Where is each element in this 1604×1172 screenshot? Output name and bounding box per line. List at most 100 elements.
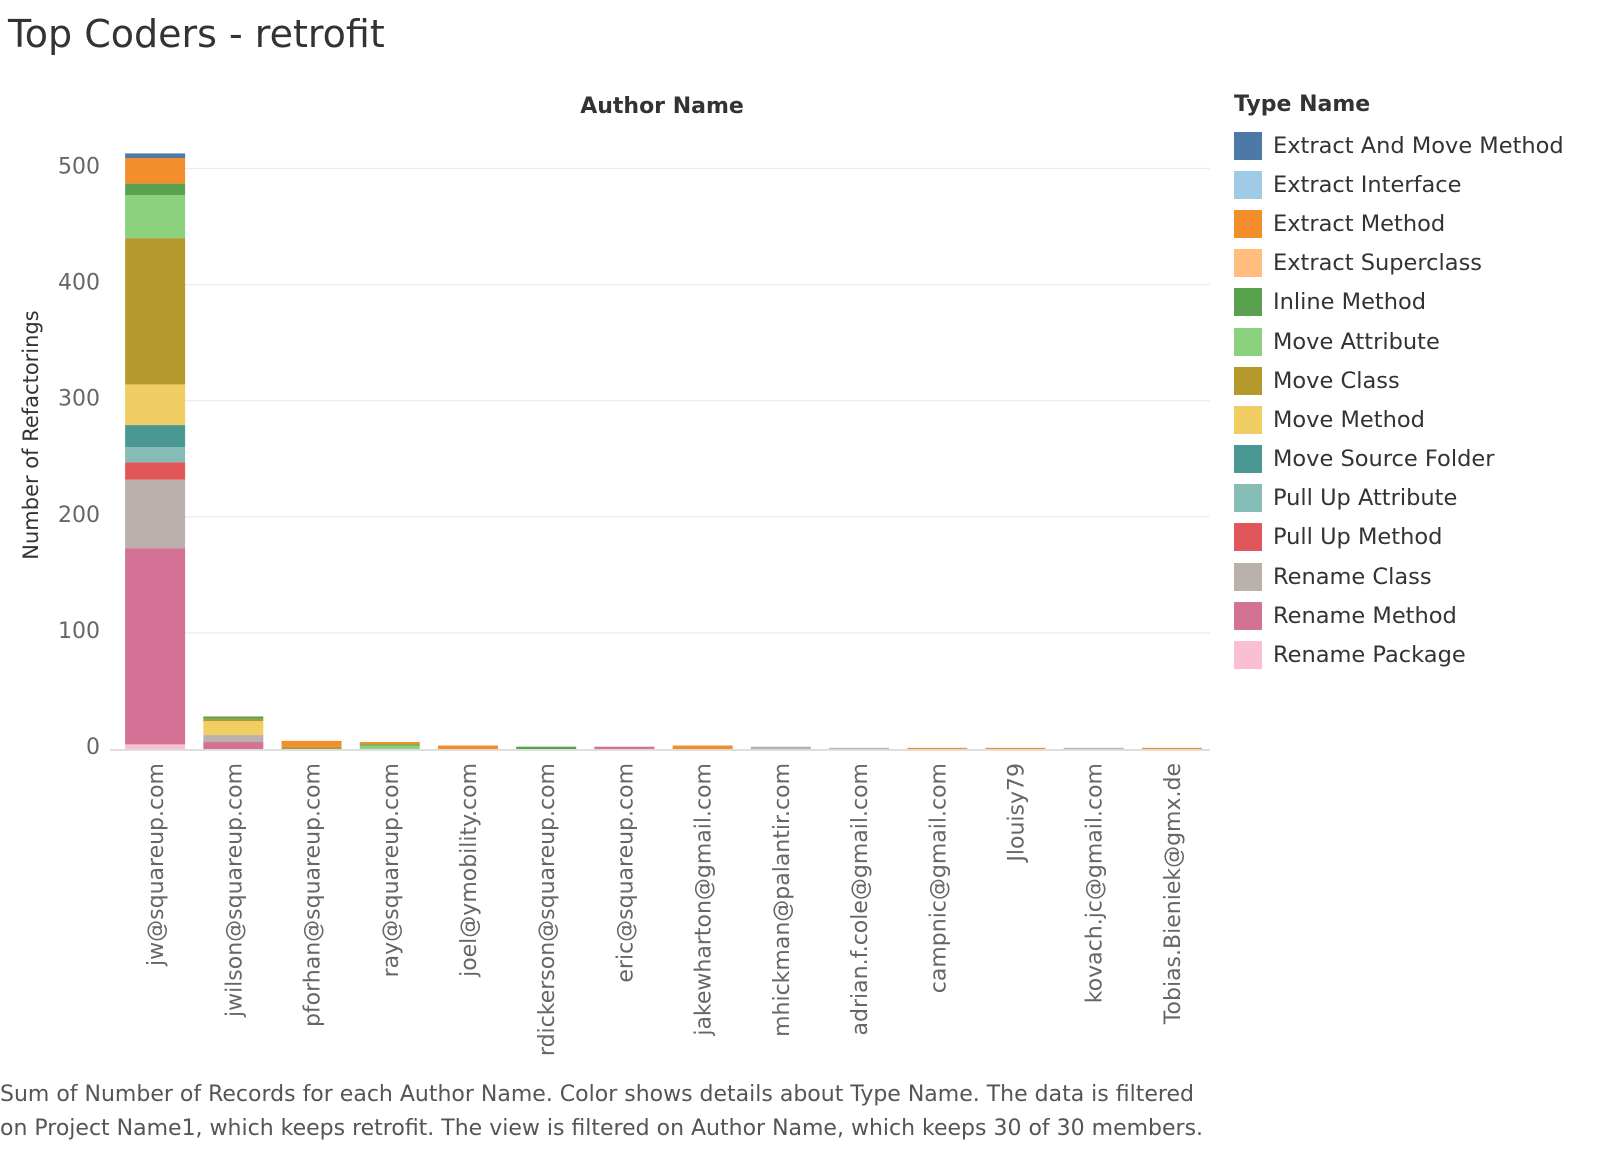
gridlines	[185, 167, 1210, 634]
bar-segment	[359, 744, 420, 746]
bar-segment	[125, 238, 186, 385]
bar-stack	[750, 746, 811, 749]
legend-swatch	[1234, 209, 1262, 238]
bar-segment	[985, 747, 1046, 749]
bar-segment	[125, 447, 186, 463]
bar-stack	[829, 747, 890, 749]
legend-label: Move Attribute	[1273, 328, 1440, 355]
bar-segment	[829, 747, 890, 749]
bar-stack	[672, 745, 733, 749]
legend-swatch	[1234, 405, 1262, 434]
bar-segment	[125, 195, 186, 239]
stacked-bar-chart: Author Name Number of Refactorings 0 100 2…	[19, 94, 1210, 1056]
bar-segment	[1141, 747, 1202, 749]
x-tick-label: Tobias.Bieniek@gmx.de	[1161, 763, 1186, 1025]
legend-label: Pull Up Method	[1273, 524, 1443, 551]
bar-stack	[125, 153, 186, 749]
legend-label: Extract Method	[1273, 210, 1446, 237]
bar-segment	[359, 742, 420, 745]
bar-segment	[516, 746, 577, 749]
legend-label: Extract Superclass	[1273, 250, 1483, 277]
legend-label: Inline Method	[1273, 289, 1427, 316]
legend-label: Pull Up Attribute	[1273, 485, 1458, 512]
bar-stack	[203, 716, 264, 749]
legend-label: Move Class	[1273, 367, 1400, 394]
x-tick-label: adrian.f.cole@gmail.com	[848, 763, 873, 1035]
chart-caption: Sum of Number of Records for each Author…	[0, 1082, 1204, 1141]
x-tick-label: jw@squareup.com	[144, 763, 169, 967]
bar-segment	[750, 746, 811, 749]
x-tick-label: rdickerson@squareup.com	[535, 763, 560, 1056]
chart-title: Top Coders - retrofit	[8, 12, 385, 56]
bar-segment	[125, 158, 186, 184]
legend-item: Extract And Move Method	[1234, 126, 1604, 165]
bar-segment	[125, 183, 186, 196]
legend-label: Move Source Folder	[1273, 446, 1495, 473]
x-tick-label: campnic@gmail.com	[926, 763, 951, 993]
legend-item: Move Class	[1234, 361, 1604, 400]
legend-label: Extract And Move Method	[1273, 132, 1564, 159]
x-tick-label: joel@ymobility.com	[457, 763, 482, 978]
legend-item: Inline Method	[1234, 283, 1604, 322]
bars	[125, 153, 1202, 749]
y-tick-label: 200	[58, 503, 100, 528]
bar-stack	[437, 745, 498, 749]
legend-item: Extract Interface	[1234, 165, 1604, 204]
bar-stack	[359, 742, 420, 749]
legend-item: Move Method	[1234, 400, 1604, 439]
legend-item: Extract Method	[1234, 204, 1604, 243]
y-tick-label: 400	[58, 271, 100, 296]
y-axis-ticks: 0 100 200 300 400 500	[58, 155, 100, 761]
legend-swatch	[1234, 249, 1262, 278]
bar-stack	[516, 746, 577, 749]
bar-segment	[125, 153, 186, 159]
legend-label: Extract Interface	[1273, 171, 1462, 198]
bar-segment	[359, 745, 420, 749]
bar-segment	[125, 384, 186, 426]
legend-item: Rename Class	[1234, 557, 1604, 596]
bar-stack	[907, 747, 968, 749]
bar-segment	[125, 462, 186, 480]
x-tick-label: pforhan@squareup.com	[301, 763, 326, 1027]
legend-swatch	[1234, 131, 1262, 160]
legend-label: Move Method	[1273, 406, 1425, 433]
bar-segment	[1063, 747, 1124, 749]
bar-segment	[594, 746, 655, 749]
legend-item: Rename Package	[1234, 635, 1604, 674]
y-tick-label: 500	[58, 155, 100, 180]
legend-swatch	[1234, 484, 1262, 513]
bar-segment	[125, 479, 186, 549]
bar-segment	[672, 745, 733, 749]
x-tick-label: mhickman@palantir.com	[770, 763, 795, 1037]
legend-swatch	[1234, 327, 1262, 356]
bar-stack	[1141, 747, 1202, 749]
y-axis-label: Number of Refactorings	[19, 310, 43, 559]
bar-segment	[203, 735, 264, 743]
y-tick-label: 100	[58, 619, 100, 644]
legend-swatch	[1234, 445, 1262, 474]
legend-items: Extract And Move Method Extract Interface…	[1234, 126, 1604, 675]
bar-segment	[203, 721, 264, 736]
legend-item: Extract Superclass	[1234, 244, 1604, 283]
legend-swatch	[1234, 523, 1262, 552]
legend-item: Pull Up Method	[1234, 518, 1604, 557]
legend: Type Name Extract And Move Method Extract…	[1234, 90, 1604, 675]
column-header: Author Name	[580, 94, 744, 119]
bar-segment	[203, 742, 264, 749]
x-tick-label: jakewharton@gmail.com	[692, 763, 717, 1037]
x-tick-label: Jlouisy79	[1004, 763, 1029, 864]
x-axis-ticks: jw@squareup.com jwilson@squareup.com pforh…	[144, 763, 1186, 1056]
legend-swatch	[1234, 641, 1262, 670]
bar-segment	[203, 718, 264, 722]
legend-item: Rename Method	[1234, 596, 1604, 635]
y-tick-label: 0	[86, 735, 100, 760]
bar-stack	[1063, 747, 1124, 749]
legend-label: Rename Method	[1273, 602, 1457, 629]
legend-label: Rename Package	[1273, 642, 1466, 669]
legend-swatch	[1234, 288, 1262, 317]
x-tick-label: eric@squareup.com	[613, 763, 638, 983]
y-tick-label: 300	[58, 387, 100, 412]
legend-item: Move Source Folder	[1234, 440, 1604, 479]
legend-label: Rename Class	[1273, 563, 1432, 590]
legend-swatch	[1234, 601, 1262, 630]
